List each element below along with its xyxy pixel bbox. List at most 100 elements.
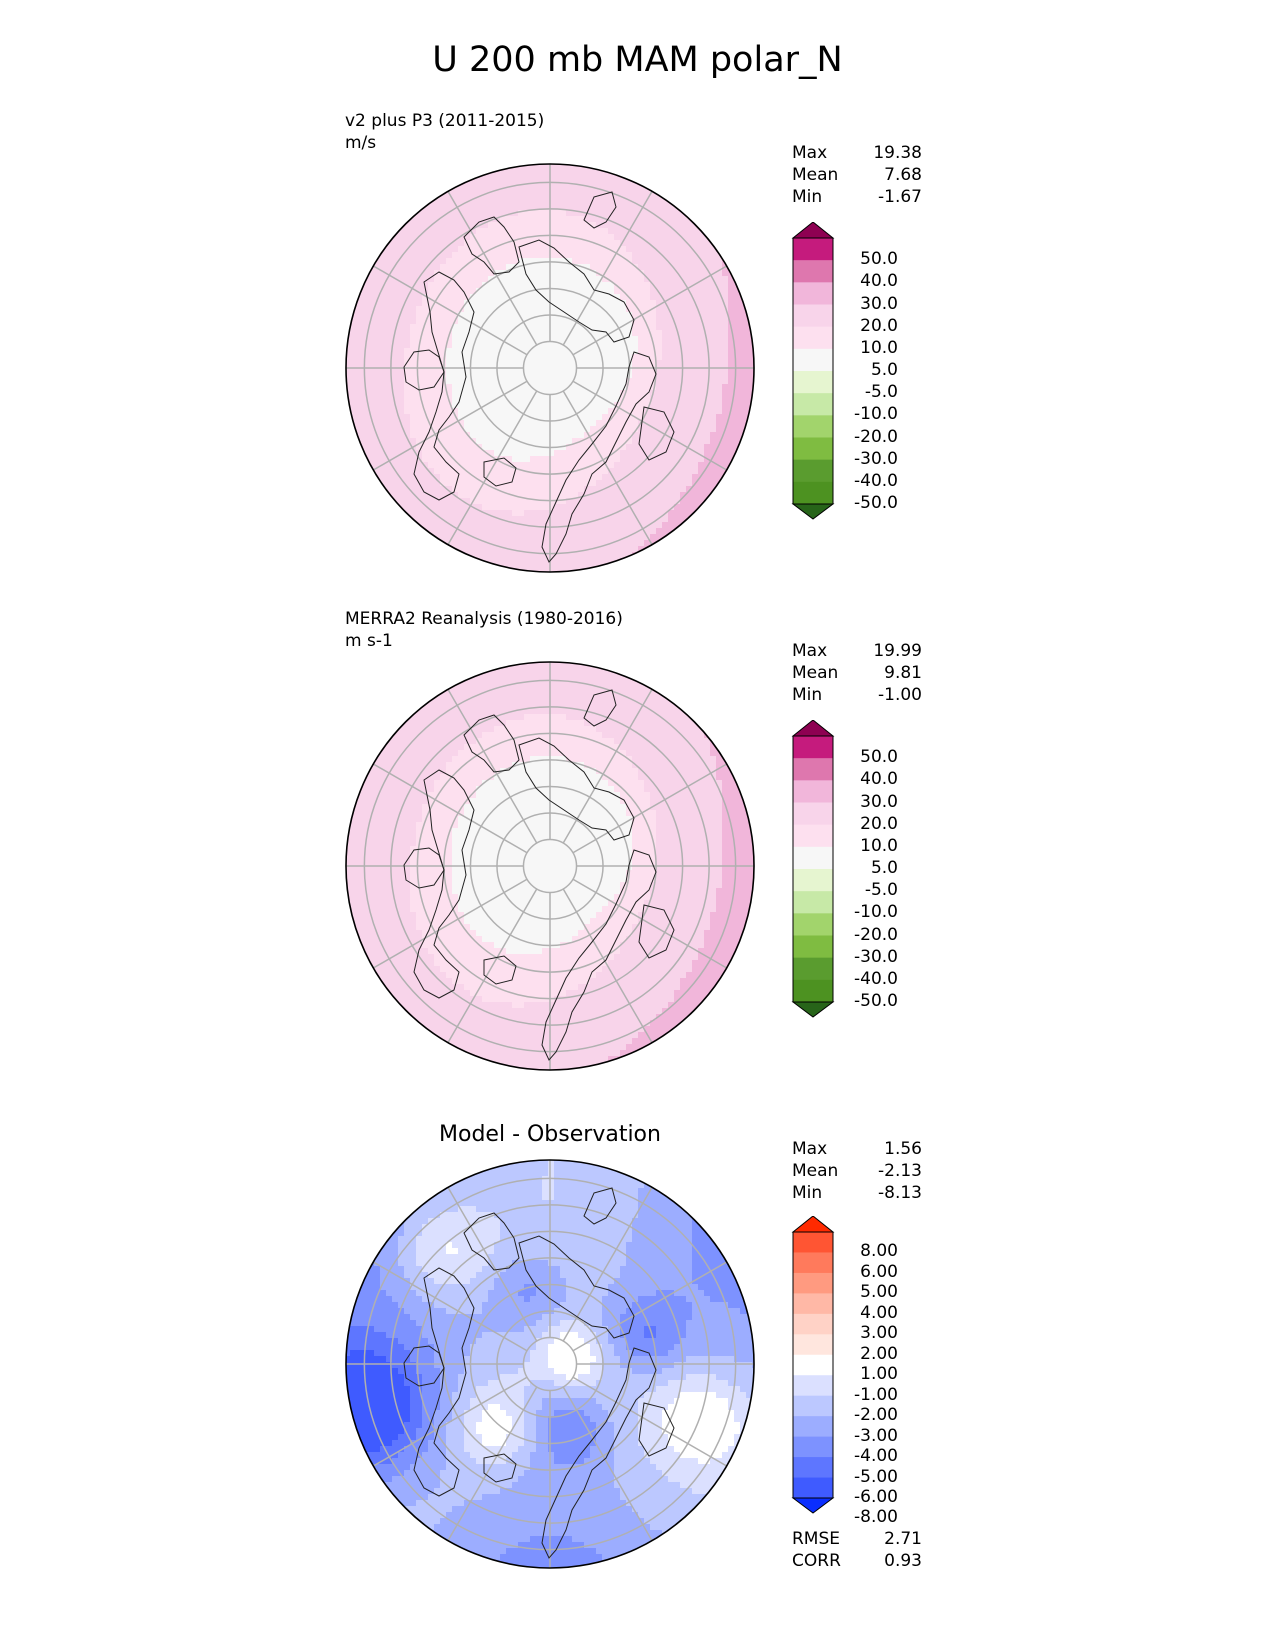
field-cell [386, 396, 393, 403]
field-cell [680, 438, 687, 445]
field-cell [434, 456, 441, 463]
field-cell [578, 306, 585, 313]
field-cell [596, 252, 603, 259]
field-cell [542, 222, 549, 229]
field-cell [350, 390, 357, 397]
field-cell [500, 480, 507, 487]
field-cell [362, 780, 369, 787]
field-cell [518, 306, 525, 313]
field-cell [536, 342, 543, 349]
field-cell [686, 294, 693, 301]
field-cell [674, 336, 681, 343]
field-cell [560, 378, 567, 385]
field-cell [686, 474, 693, 481]
map-boundary [345, 163, 755, 573]
field-cell [674, 492, 681, 499]
field-cell [584, 528, 591, 535]
field-cell [650, 738, 657, 745]
field-cell [662, 270, 669, 277]
field-cell [698, 744, 705, 751]
field-cell [476, 696, 483, 703]
field-cell [572, 552, 579, 559]
field-cell [626, 750, 633, 757]
field-cell [410, 438, 417, 445]
field-cell [632, 528, 639, 535]
field-cell [662, 762, 669, 769]
field-cell [416, 504, 423, 511]
field-cell [626, 300, 633, 307]
field-cell [512, 276, 519, 283]
field-cell [638, 402, 645, 409]
field-cell [680, 414, 687, 421]
field-cell [362, 396, 369, 403]
field-cell [464, 414, 471, 421]
field-cell [530, 744, 537, 751]
field-cell [692, 378, 699, 385]
field-cell [548, 516, 555, 523]
field-cell [500, 342, 507, 349]
field-cell [536, 204, 543, 211]
field-cell [548, 768, 555, 775]
field-cell [722, 798, 729, 805]
field-cell [656, 246, 663, 253]
field-cell [632, 708, 639, 715]
field-cell [446, 192, 453, 199]
field-cell [506, 348, 513, 355]
field-cell [368, 342, 375, 349]
field-cell [374, 288, 381, 295]
field-cell [662, 696, 669, 703]
field-cell [680, 714, 687, 721]
field-cell [626, 528, 633, 535]
field-cell [644, 270, 651, 277]
colorbar [791, 222, 835, 520]
field-cell [560, 786, 567, 793]
field-cell [392, 450, 399, 457]
field-cell [452, 348, 459, 355]
field-cell [554, 708, 561, 715]
field-cell [608, 786, 615, 793]
field-cell [524, 696, 531, 703]
field-cell [542, 552, 549, 559]
field-cell [584, 192, 591, 199]
field-cell [578, 486, 585, 493]
field-cell [668, 252, 675, 259]
field-cell [446, 282, 453, 289]
field-cell [368, 270, 375, 277]
field-cell [416, 210, 423, 217]
field-cell [404, 774, 411, 781]
field-cell [662, 780, 669, 787]
field-cell [446, 474, 453, 481]
field-cell [440, 234, 447, 241]
field-cell [434, 744, 441, 751]
field-cell [458, 456, 465, 463]
field-cell [548, 192, 555, 199]
field-cell [464, 210, 471, 217]
field-cell [428, 714, 435, 721]
field-cell [434, 216, 441, 223]
field-cell [590, 228, 597, 235]
field-cell [638, 246, 645, 253]
field-cell [710, 414, 717, 421]
field-cell [572, 252, 579, 259]
field-cell [458, 384, 465, 391]
field-cell [632, 540, 639, 547]
field-cell [680, 432, 687, 439]
field-cell [464, 498, 471, 505]
field-cell [662, 366, 669, 373]
field-cell [482, 516, 489, 523]
field-cell [470, 240, 477, 247]
field-cell [656, 798, 663, 805]
field-cell [410, 348, 417, 355]
field-cell [554, 420, 561, 427]
field-cell [458, 414, 465, 421]
field-cell [488, 672, 495, 679]
field-cell [356, 402, 363, 409]
field-cell [410, 744, 417, 751]
field-cell [554, 228, 561, 235]
field-cell [608, 192, 615, 199]
field-cell [650, 252, 657, 259]
field-cell [566, 348, 573, 355]
field-cell [722, 432, 729, 439]
field-cell [488, 726, 495, 733]
field-cell [476, 384, 483, 391]
